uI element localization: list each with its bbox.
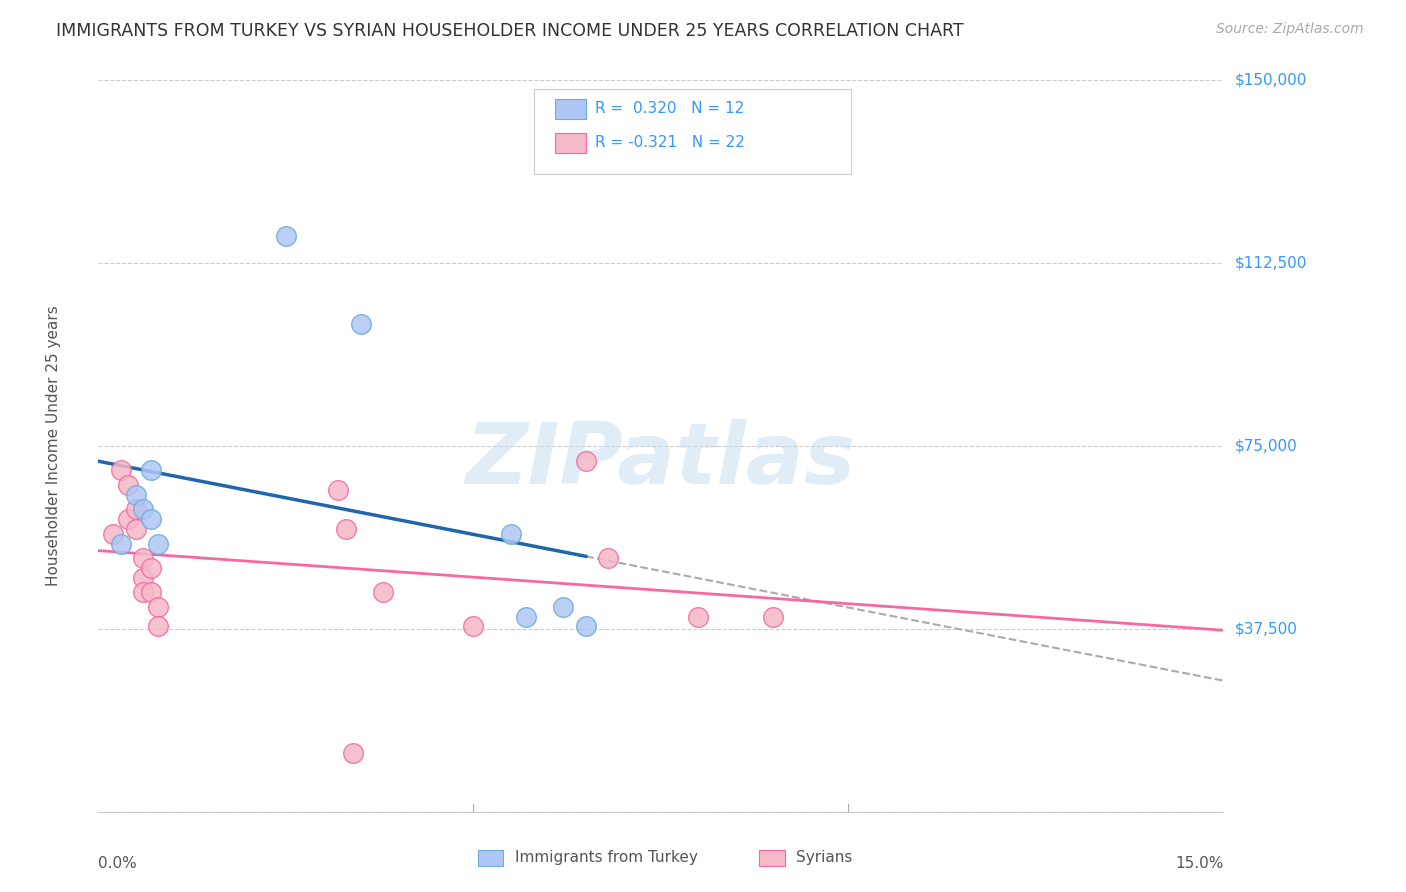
Point [139,585,162,599]
Point [103,526,125,541]
Text: $37,500: $37,500 [1234,622,1298,636]
Text: ZIPatlas: ZIPatlas [465,419,856,502]
Text: $112,500: $112,500 [1234,256,1306,270]
Point [125,488,148,502]
Point [132,551,155,566]
Text: $75,000: $75,000 [1234,439,1298,453]
Text: Immigrants from Turkey: Immigrants from Turkey [515,850,697,864]
Point [139,512,162,526]
Point [328,483,350,497]
Point [274,229,297,244]
Point [499,526,522,541]
Point [342,746,364,760]
Text: 15.0%: 15.0% [1175,855,1223,871]
Text: Householder Income Under 25 years: Householder Income Under 25 years [46,306,60,586]
Point [148,599,170,614]
Point [139,463,162,477]
Point [148,536,170,550]
Text: Syrians: Syrians [796,850,852,864]
Point [132,502,155,516]
Point [688,609,710,624]
Point [598,551,620,566]
Point [463,619,485,633]
Text: $150,000: $150,000 [1234,73,1306,87]
Point [575,619,598,633]
Point [762,609,785,624]
Text: R = -0.321   N = 22: R = -0.321 N = 22 [595,136,745,150]
Point [110,536,132,550]
Point [148,619,170,633]
Text: R =  0.320   N = 12: R = 0.320 N = 12 [595,102,744,116]
Point [139,561,162,575]
Point [132,571,155,585]
Point [125,522,148,536]
Point [553,599,575,614]
Point [373,585,395,599]
Point [132,585,155,599]
Text: IMMIGRANTS FROM TURKEY VS SYRIAN HOUSEHOLDER INCOME UNDER 25 YEARS CORRELATION C: IMMIGRANTS FROM TURKEY VS SYRIAN HOUSEHO… [56,22,965,40]
Point [350,317,373,331]
Point [575,453,598,467]
Text: Source: ZipAtlas.com: Source: ZipAtlas.com [1216,22,1364,37]
Point [515,609,537,624]
Point [117,478,139,492]
Point [110,463,132,477]
Point [335,522,357,536]
Point [125,502,148,516]
Point [117,512,139,526]
Text: 0.0%: 0.0% [98,855,138,871]
